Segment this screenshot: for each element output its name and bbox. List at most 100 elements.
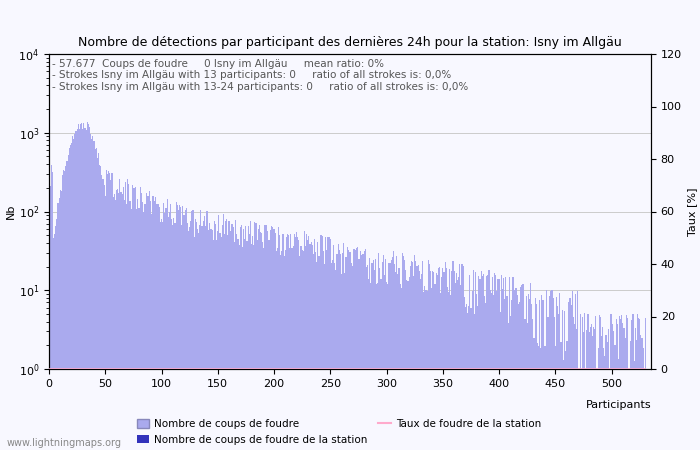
Bar [286,238,287,450]
Bar [532,319,533,450]
Bar [372,260,374,450]
Bar [517,295,518,450]
Bar [118,193,119,450]
Bar [167,199,168,450]
Bar [505,277,506,450]
Bar [457,280,458,450]
Bar [356,248,357,450]
Bar [608,329,609,450]
Bar [624,338,626,450]
Bar [587,314,589,450]
Bar [628,369,629,450]
Bar [536,304,537,450]
Bar [461,264,463,450]
Bar [206,211,207,450]
Bar [603,348,604,450]
Bar [395,272,396,450]
Bar [640,335,641,450]
Bar [622,323,624,450]
Bar [596,369,598,450]
Bar [258,229,259,450]
Bar [483,274,484,450]
Bar [482,276,483,450]
Bar [187,223,188,450]
Bar [161,219,162,450]
Bar [302,251,304,450]
Bar [128,184,130,450]
Bar [370,283,372,450]
Bar [414,255,415,450]
Bar [366,266,367,450]
Bar [519,302,520,450]
Bar [500,275,502,450]
Bar [179,205,180,450]
Bar [62,175,63,450]
Bar [589,327,591,450]
Bar [107,175,108,450]
Bar [380,279,382,450]
Bar [510,316,511,450]
Bar [70,145,71,450]
Bar [539,300,540,450]
Bar [174,223,176,450]
Bar [143,212,144,450]
Bar [548,317,550,450]
Bar [526,323,528,450]
Bar [98,153,99,450]
Bar [91,139,92,450]
Bar [613,331,615,450]
Bar [97,158,98,450]
Bar [456,273,457,450]
Bar [515,288,517,450]
Bar [602,327,603,450]
Bar [224,234,225,450]
Bar [195,219,196,450]
Bar [594,329,595,450]
Bar [421,274,422,450]
Bar [78,124,79,450]
Bar [450,295,452,450]
Bar [520,287,521,450]
Bar [432,271,433,450]
Bar [295,237,296,450]
Bar [268,240,269,450]
Bar [478,276,480,450]
Bar [100,166,102,450]
Bar [196,222,197,450]
Bar [363,251,365,450]
Bar [511,301,512,450]
Bar [241,225,242,450]
Bar [626,318,628,450]
Bar [120,192,122,450]
Bar [387,284,388,450]
Bar [217,231,218,450]
Bar [317,242,318,450]
Bar [448,292,449,450]
Bar [477,306,478,450]
Bar [403,256,404,450]
Bar [643,348,644,450]
Bar [416,266,417,450]
Bar [82,129,83,450]
Bar [540,348,541,450]
Bar [185,210,186,450]
Text: www.lightningmaps.org: www.lightningmaps.org [7,438,122,448]
Bar [278,227,279,450]
Bar [546,290,547,450]
Bar [491,293,492,450]
Bar [189,227,190,450]
Bar [248,234,250,450]
Bar [567,341,568,450]
Bar [484,296,485,450]
Bar [242,247,243,450]
Bar [296,232,297,450]
Bar [620,319,621,450]
Bar [339,250,340,450]
Bar [595,316,596,450]
Bar [272,226,274,450]
Bar [405,270,406,450]
Bar [550,291,552,450]
Bar [333,245,334,450]
Bar [639,319,640,450]
Bar [349,252,350,450]
